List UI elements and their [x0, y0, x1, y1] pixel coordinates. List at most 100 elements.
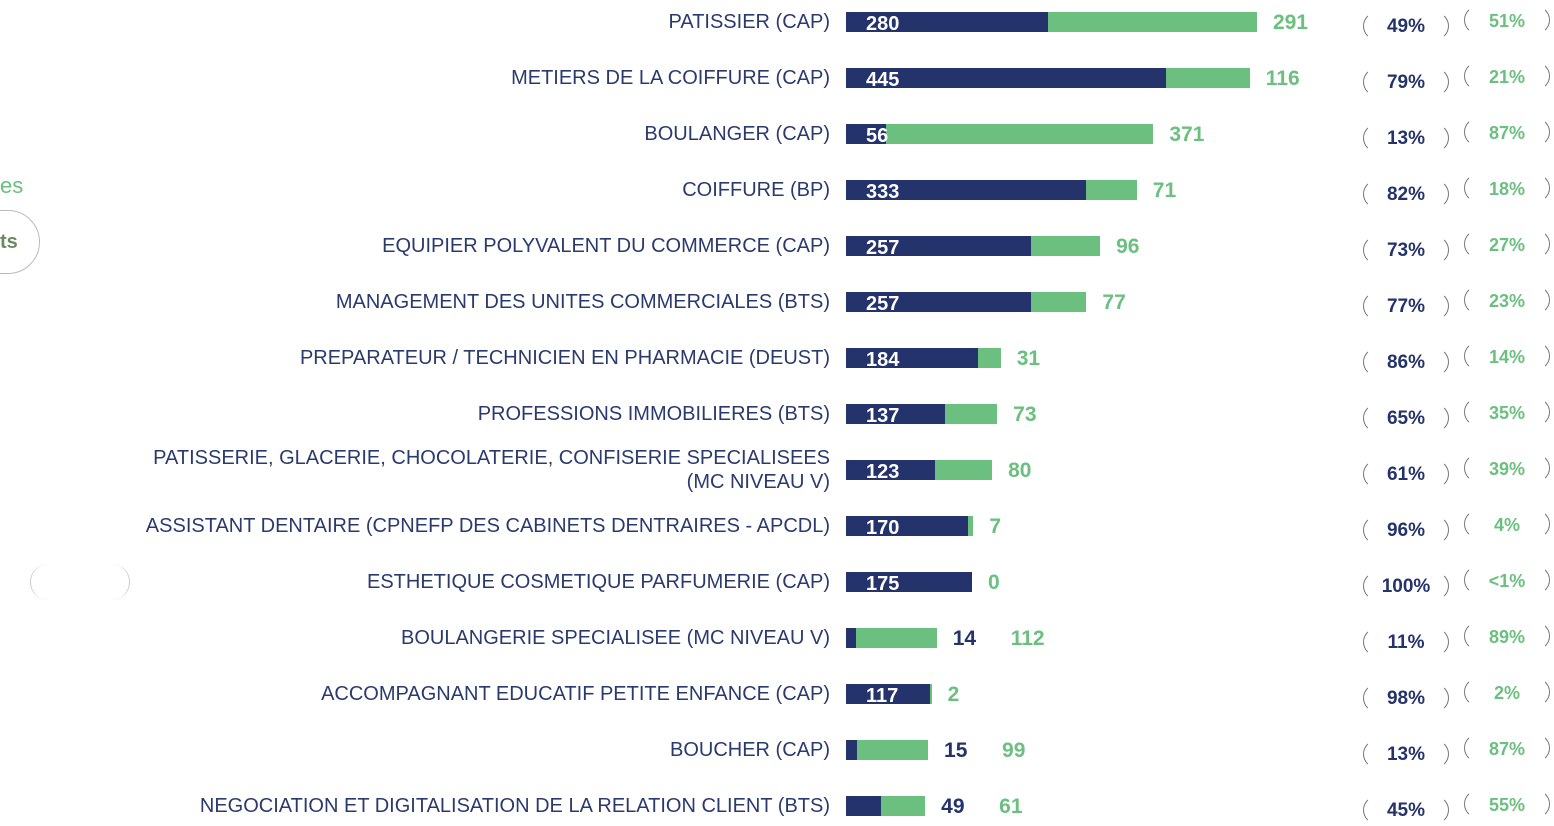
- bar: [846, 236, 1031, 256]
- category-label: PATISSERIE, GLACERIE, CHOCOLATERIE, CONF…: [153, 447, 830, 493]
- share-label: 100%: [1363, 571, 1449, 601]
- bar: [846, 572, 972, 592]
- bar: [846, 348, 979, 368]
- value-label: 170: [866, 517, 900, 539]
- value-label: 71: [1152, 179, 1177, 202]
- value-label: 2: [947, 683, 960, 706]
- value-label: 184: [866, 349, 900, 371]
- share-label: 82%: [1363, 179, 1449, 209]
- category-label: MANAGEMENT DES UNITES COMMERCIALES (BTS): [335, 291, 830, 313]
- category-label: PATISSIER (CAP): [668, 11, 830, 33]
- bar: [846, 12, 1048, 32]
- share-label: 4%: [1464, 509, 1550, 539]
- fragment-outline: [30, 564, 130, 600]
- bar: [856, 740, 929, 760]
- bar: [846, 180, 1086, 200]
- category-label: METIERS DE LA COIFFURE (CAP): [511, 67, 830, 89]
- value-label: 257: [866, 293, 900, 315]
- bar: [846, 460, 935, 480]
- share-label: 35%: [1464, 397, 1550, 427]
- value-label: 80: [1008, 459, 1032, 482]
- value-label: 49: [941, 795, 965, 818]
- value-label: 112: [1010, 627, 1045, 650]
- category-label: BOULANGERIE SPECIALISEE (MC NIVEAU V): [401, 627, 830, 649]
- value-label: 257: [866, 237, 900, 259]
- category-label: BOUCHER (CAP): [669, 739, 830, 761]
- bar: [1085, 180, 1137, 200]
- bar: [846, 68, 1167, 88]
- bar: [846, 404, 945, 424]
- value-label: 15: [944, 739, 968, 762]
- bar: [930, 684, 932, 704]
- share-label: 11%: [1363, 627, 1449, 657]
- value-label: 123: [866, 461, 900, 483]
- value-label: 61: [999, 795, 1023, 818]
- bar: [846, 516, 969, 536]
- value-label: 137: [866, 405, 900, 427]
- bar: [846, 292, 1031, 312]
- value-label: 117: [866, 685, 899, 707]
- bar: [1030, 236, 1101, 256]
- value-label: 77: [1102, 291, 1126, 314]
- share-label: 27%: [1464, 229, 1550, 259]
- category-label: COIFFURE (BP): [682, 179, 830, 201]
- share-label: 55%: [1464, 789, 1550, 819]
- category-label: EQUIPIER POLYVALENT DU COMMERCE (CAP): [382, 235, 830, 257]
- value-label: 7: [989, 515, 1002, 538]
- bar: [944, 404, 998, 424]
- share-label: 61%: [1363, 459, 1449, 489]
- value-label: 31: [1016, 347, 1041, 370]
- share-label: <1%: [1464, 565, 1550, 595]
- bar: [856, 628, 937, 648]
- value-label: 445: [866, 69, 900, 91]
- value-label: 280: [866, 13, 900, 35]
- share-label: 87%: [1464, 733, 1550, 763]
- category-label: ASSISTANT DENTAIRE (CPNEFP DES CABINETS …: [145, 515, 830, 537]
- share-label: 49%: [1363, 11, 1449, 41]
- bar: [846, 124, 887, 144]
- share-label: 73%: [1363, 235, 1449, 265]
- bar: [846, 628, 857, 648]
- share-label: 89%: [1464, 621, 1550, 651]
- value-label: 0: [987, 571, 1000, 594]
- share-label: 87%: [1464, 117, 1550, 147]
- bar: [846, 684, 931, 704]
- category-label: ACCOMPAGNANT EDUCATIF PETITE ENFANCE (CA…: [321, 683, 830, 705]
- bar: [1166, 68, 1250, 88]
- bar: [1030, 292, 1087, 312]
- value-label: 371: [1169, 123, 1205, 146]
- value-label: 14: [952, 627, 977, 650]
- category-label: PROFESSIONS IMMOBILIERES (BTS): [477, 403, 830, 425]
- fragment-text: es: [0, 173, 24, 198]
- share-label: 21%: [1464, 61, 1550, 91]
- share-label: 79%: [1363, 67, 1449, 97]
- bar: [886, 124, 1154, 144]
- share-label: 14%: [1464, 341, 1550, 371]
- fragment-button-text: ts: [0, 231, 18, 253]
- bar: [1047, 12, 1257, 32]
- share-label: 39%: [1464, 453, 1550, 483]
- share-label: 23%: [1464, 285, 1550, 315]
- share-label: 86%: [1363, 347, 1449, 377]
- value-label: 333: [866, 181, 900, 203]
- share-label: 98%: [1363, 683, 1449, 713]
- share-label: 45%: [1363, 795, 1449, 825]
- bar: [846, 740, 857, 760]
- category-label: PREPARATEUR / TECHNICIEN EN PHARMACIE (D…: [299, 347, 830, 369]
- bar: [846, 796, 882, 816]
- value-label: 175: [866, 573, 900, 595]
- category-label: ESTHETIQUE COSMETIQUE PARFUMERIE (CAP): [367, 571, 830, 593]
- share-label: 2%: [1464, 677, 1550, 707]
- share-label: 77%: [1363, 291, 1449, 321]
- value-label: 116: [1265, 67, 1300, 90]
- bar: [978, 348, 1001, 368]
- bar: [968, 516, 974, 536]
- bar: [881, 796, 926, 816]
- share-label: 51%: [1464, 5, 1550, 35]
- value-label: 73: [1013, 403, 1037, 426]
- share-label: 13%: [1363, 123, 1449, 153]
- value-label: 96: [1116, 235, 1140, 258]
- value-label: 56: [866, 125, 889, 147]
- category-label: BOULANGER (CAP): [644, 123, 830, 145]
